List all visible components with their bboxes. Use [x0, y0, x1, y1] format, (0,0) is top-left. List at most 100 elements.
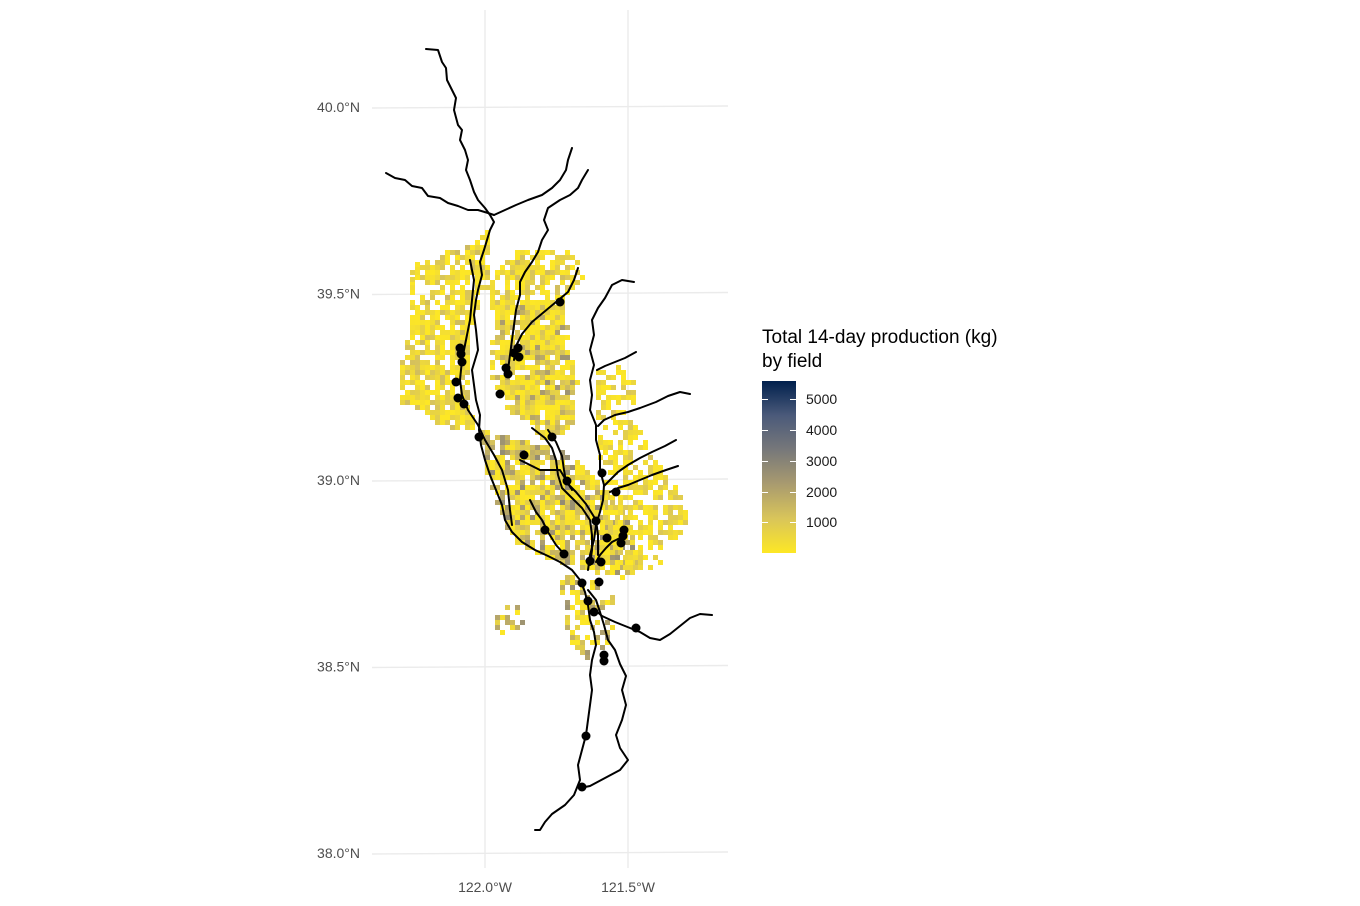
field-cell — [460, 295, 465, 300]
field-cell — [440, 290, 445, 295]
field-cell — [555, 525, 560, 530]
field-cell — [590, 605, 595, 610]
field-cell — [530, 500, 535, 505]
field-cell — [450, 300, 455, 305]
field-cell — [565, 525, 570, 530]
field-cell — [465, 290, 470, 295]
field-cell — [615, 555, 620, 560]
field-cell — [540, 280, 545, 285]
field-cell — [475, 260, 480, 265]
field-cell — [495, 350, 500, 355]
field-cell — [405, 400, 410, 405]
field-cell — [525, 290, 530, 295]
field-cell — [425, 265, 430, 270]
field-cell — [440, 345, 445, 350]
field-cell — [613, 420, 618, 425]
field-cell — [455, 330, 460, 335]
field-cell — [535, 410, 540, 415]
field-cell — [465, 275, 470, 280]
field-cell — [505, 300, 510, 305]
field-cell — [525, 350, 530, 355]
field-cell — [450, 400, 455, 405]
field-cell — [570, 530, 575, 535]
field-cell — [653, 555, 658, 560]
field-cell — [575, 495, 580, 500]
field-cell — [663, 530, 668, 535]
field-cell — [510, 345, 515, 350]
field-cell — [430, 325, 435, 330]
field-cell — [515, 610, 520, 615]
field-cell — [555, 330, 560, 335]
site-marker — [457, 357, 467, 367]
field-cell — [550, 250, 555, 255]
field-cell — [648, 565, 653, 570]
field-cell — [500, 335, 505, 340]
field-cell — [500, 490, 505, 495]
field-cell — [580, 645, 585, 650]
field-cell — [590, 580, 595, 585]
field-cell — [570, 555, 575, 560]
field-cell — [540, 250, 545, 255]
field-cell — [550, 530, 555, 535]
field-cell — [565, 625, 570, 630]
field-cell — [525, 295, 530, 300]
field-cell — [440, 305, 445, 310]
field-cell — [505, 285, 510, 290]
field-cell — [490, 305, 495, 310]
field-cell — [495, 385, 500, 390]
field-cell — [545, 430, 550, 435]
field-cell — [638, 520, 643, 525]
field-cell — [445, 400, 450, 405]
field-cell — [605, 630, 610, 635]
field-cell — [631, 395, 636, 400]
field-cell — [540, 360, 545, 365]
field-cell — [585, 635, 590, 640]
field-cell — [570, 390, 575, 395]
field-cell — [420, 295, 425, 300]
field-cell — [545, 400, 550, 405]
field-cell — [638, 500, 643, 505]
field-cell — [515, 280, 520, 285]
field-cell — [510, 295, 515, 300]
field-cell — [495, 620, 500, 625]
field-cell — [415, 405, 420, 410]
field-cell — [545, 425, 550, 430]
field-cell — [410, 305, 415, 310]
field-cell — [460, 340, 465, 345]
field-cell — [425, 370, 430, 375]
field-cell — [500, 435, 505, 440]
field-cell — [520, 440, 525, 445]
field-cell — [643, 555, 648, 560]
field-cell — [520, 470, 525, 475]
field-cell — [520, 380, 525, 385]
field-cell — [600, 525, 605, 530]
field-cell — [603, 450, 608, 455]
field-cell — [450, 330, 455, 335]
field-cell — [545, 500, 550, 505]
field-cell — [570, 605, 575, 610]
field-cell — [570, 375, 575, 380]
field-cell — [440, 385, 445, 390]
field-cell — [621, 370, 626, 375]
field-cell — [460, 255, 465, 260]
field-cell — [653, 495, 658, 500]
field-cell — [575, 505, 580, 510]
field-cell — [430, 370, 435, 375]
field-cell — [648, 455, 653, 460]
field-cell — [430, 315, 435, 320]
field-cell — [520, 310, 525, 315]
field-cell — [540, 500, 545, 505]
field-cell — [570, 520, 575, 525]
field-cell — [608, 455, 613, 460]
field-cell — [658, 540, 663, 545]
field-cell — [550, 365, 555, 370]
field-cell — [535, 390, 540, 395]
field-cell — [535, 530, 540, 535]
field-cell — [545, 315, 550, 320]
field-cell — [415, 375, 420, 380]
field-cell — [525, 250, 530, 255]
field-cell — [550, 400, 555, 405]
field-cell — [611, 410, 616, 415]
field-cell — [610, 555, 615, 560]
field-cell — [633, 465, 638, 470]
